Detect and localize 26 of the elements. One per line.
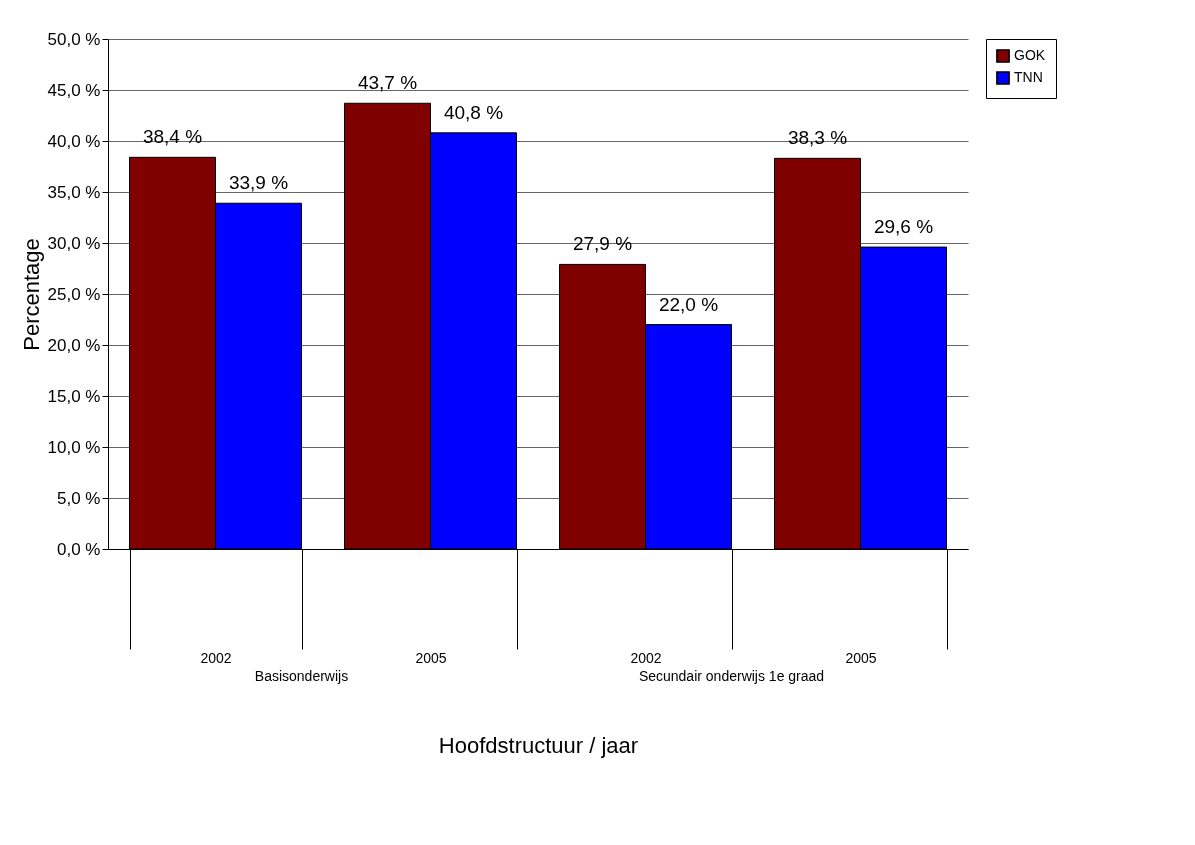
data-label: 40,8 % [443, 101, 504, 123]
x-tick-label: 2005 [415, 649, 447, 666]
data-label: 29,6 % [873, 216, 934, 238]
legend-label: TNN [1014, 69, 1043, 85]
x-tick-label: 2002 [630, 649, 662, 666]
x-tick-label: 2005 [845, 649, 877, 666]
y-tick-label: 0,0 % [57, 539, 101, 559]
y-tick-label: 35,0 % [47, 182, 101, 202]
y-tick-label: 15,0 % [47, 386, 101, 406]
y-tick-label: 25,0 % [47, 284, 101, 304]
data-label: 43,7 % [357, 72, 418, 94]
legend-label: GOK [1014, 47, 1046, 63]
text: Secundair onderwijs 1e graad [638, 668, 825, 684]
y-tick-label: 10,0 % [47, 437, 101, 457]
y-tick-label: 5,0 % [57, 488, 101, 508]
data-label: 33,9 % [228, 172, 289, 194]
y-tick-label: 40,0 % [47, 131, 101, 151]
y-axis-title: Percentage [18, 238, 44, 351]
y-tick-label: 20,0 % [47, 335, 101, 355]
data-label: 22,0 % [658, 293, 719, 315]
text: Basisonderwijs [254, 668, 349, 684]
x-axis-title: Hoofdstructuur / jaar [438, 732, 639, 758]
y-tick-label: 45,0 % [47, 80, 101, 100]
y-tick-label: 50,0 % [47, 29, 101, 49]
x-tick-label: 2002 [200, 649, 232, 666]
y-tick-label: 30,0 % [47, 233, 101, 253]
